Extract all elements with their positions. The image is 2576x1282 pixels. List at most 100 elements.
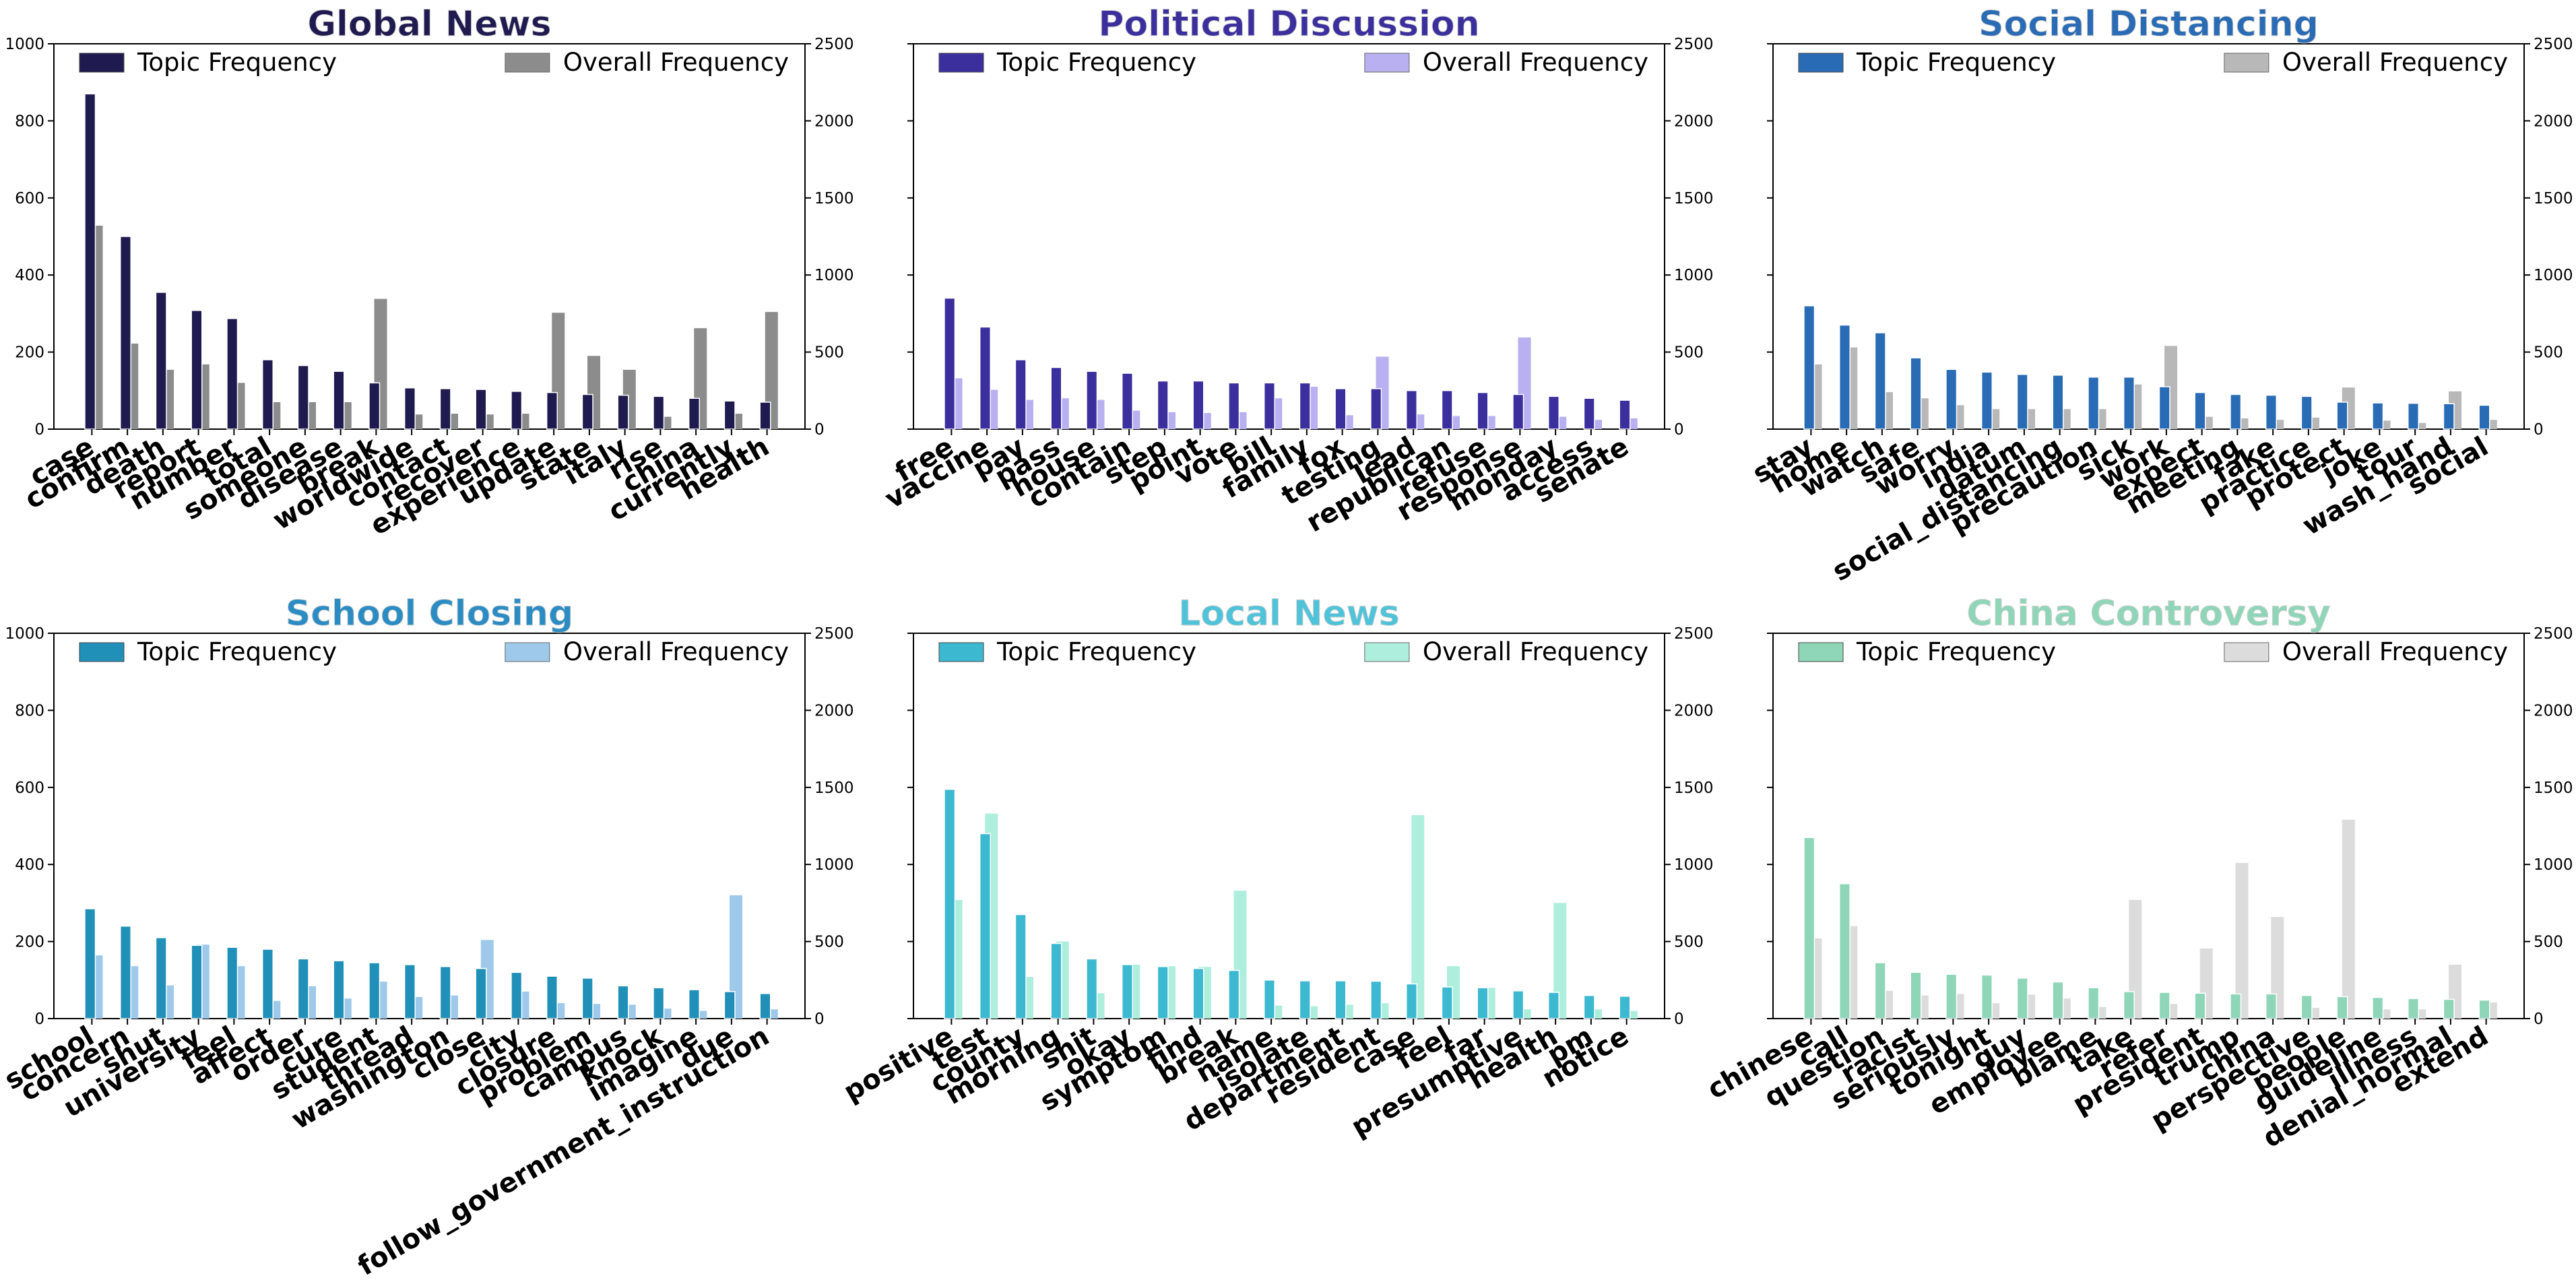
topic-frequency-bar (1370, 980, 1382, 1019)
y-right-tick-label: 0 (1674, 1011, 1684, 1028)
topic-frequency-bar (1086, 958, 1098, 1019)
y-right-tick-label: 0 (2534, 421, 2544, 439)
topic-frequency-bar (2407, 998, 2420, 1019)
chart-panel: 05001000150020002500stayhomewatchsafewor… (1747, 4, 2573, 588)
legend-swatch-topic (1798, 53, 1844, 73)
legend-label-topic: Topic Frequency (1856, 637, 2056, 666)
chart-panel: 05001000150020002500freevaccinepaypassho… (880, 4, 1714, 539)
y-right-tick-label: 0 (1674, 421, 1684, 439)
chart-panel: 0200400600800100005001000150020002500sch… (0, 594, 854, 1282)
topic-frequency-bar (2478, 404, 2490, 430)
legend-label-topic: Topic Frequency (137, 48, 337, 77)
topic-frequency-bar (1405, 983, 1418, 1019)
topic-frequency-bar (1015, 914, 1027, 1019)
overall-frequency-bar (730, 895, 743, 1019)
topic-frequency-bar (475, 967, 487, 1019)
y-right-tick-label: 500 (2534, 934, 2563, 951)
topic-frequency-bar (84, 93, 96, 430)
chart-title: Global News (307, 4, 551, 44)
chart-title: Political Discussion (1098, 4, 1479, 44)
y-right-tick-label: 2000 (2534, 702, 2573, 719)
topic-frequency-bar (1441, 390, 1453, 430)
y-right-tick-label: 1500 (1674, 190, 1714, 207)
legend-swatch-overall (505, 53, 550, 73)
y-right-tick-label: 1000 (1674, 267, 1714, 284)
topic-frequency-bar (1477, 987, 1489, 1019)
topic-frequency-bar (2265, 993, 2278, 1019)
topic-frequency-bar (404, 387, 416, 430)
topic-frequency-bar (119, 925, 132, 1019)
topic-frequency-bar (653, 395, 665, 430)
topic-frequency-bar (581, 393, 593, 430)
topic-frequency-bar (511, 971, 523, 1019)
topic-frequency-bar (2478, 999, 2490, 1019)
legend-swatch-topic (1798, 642, 1844, 662)
topic-frequency-bar (1157, 380, 1169, 430)
topic-frequency-bar (226, 947, 238, 1019)
topic-frequency-bar (1547, 992, 1560, 1019)
chart-panel: 05001000150020002500positivetestcountymo… (839, 594, 1714, 1143)
topic-frequency-bar (723, 400, 736, 430)
topic-frequency-bar (1910, 357, 1922, 430)
topic-frequency-bar (2088, 377, 2100, 430)
topic-frequency-bar (191, 310, 203, 430)
topic-frequency-bar (2372, 402, 2384, 430)
overall-frequency-bar (694, 1011, 707, 1019)
topic-frequency-bar (723, 991, 736, 1019)
topic-frequency-bar (1874, 962, 1886, 1019)
topic-frequency-bar (1838, 883, 1851, 1019)
topic-frequency-bar (1228, 969, 1240, 1019)
topic-frequency-bar (1405, 390, 1418, 430)
y-right-tick-label: 1500 (2534, 190, 2573, 207)
topic-frequency-bar (1370, 388, 1382, 430)
topic-frequency-bar (2052, 981, 2064, 1019)
y-right-tick-label: 2500 (1674, 625, 1714, 643)
topic-frequency-bar (1121, 373, 1134, 430)
topic-frequency-bar (617, 394, 629, 430)
topic-frequency-bar (2407, 402, 2420, 430)
y-right-tick-label: 2000 (2534, 113, 2573, 130)
topic-frequency-bar (2016, 374, 2028, 430)
topic-frequency-bar (2443, 998, 2455, 1019)
y-left-tick-label: 600 (15, 190, 44, 207)
plot-frame (913, 633, 1665, 1019)
y-left-tick-label: 0 (34, 421, 44, 439)
legend-swatch-overall (1364, 53, 1410, 73)
legend-label-overall: Overall Frequency (2282, 48, 2508, 77)
topic-frequency-bar (1441, 986, 1453, 1019)
topic-frequency-bar (2123, 377, 2135, 430)
y-right-tick-label: 2500 (814, 625, 854, 643)
y-right-tick-label: 0 (814, 421, 825, 439)
topic-frequency-bar (2300, 395, 2313, 430)
y-right-tick-label: 2500 (1674, 36, 1714, 53)
topic-frequency-bar (368, 962, 381, 1019)
topic-frequency-bar (1945, 973, 1958, 1019)
topic-frequency-bar (2158, 386, 2170, 430)
topic-frequency-bar (1121, 964, 1134, 1019)
topic-frequency-bar (688, 989, 701, 1019)
y-left-tick-label: 1000 (5, 36, 44, 53)
legend-swatch-topic (79, 642, 125, 662)
y-right-tick-label: 1500 (814, 190, 854, 207)
y-right-tick-label: 2000 (1674, 702, 1714, 719)
topic-frequency-bar (1583, 397, 1595, 430)
y-right-tick-label: 1000 (2534, 267, 2573, 284)
topic-frequency-bar (1981, 974, 1993, 1019)
topic-frequency-bar (2052, 375, 2064, 430)
legend-swatch-topic (79, 53, 125, 73)
topic-frequency-bar (1512, 393, 1524, 430)
topic-frequency-bar (2372, 996, 2384, 1019)
y-right-tick-label: 0 (814, 1011, 825, 1028)
y-right-tick-label: 500 (1674, 344, 1704, 362)
overall-frequency-bar (2235, 862, 2249, 1019)
plot-frame (53, 43, 806, 430)
y-right-tick-label: 1000 (2534, 856, 2573, 874)
topic-frequency-bar (759, 993, 771, 1019)
topic-frequency-bar (475, 389, 487, 430)
y-right-tick-label: 2000 (1674, 113, 1714, 130)
overall-frequency-bar (1553, 903, 1567, 1019)
topic-frequency-bar (1838, 324, 1851, 430)
topic-frequency-bar (297, 958, 309, 1019)
legend-label-overall: Overall Frequency (2282, 637, 2508, 666)
plot-frame (913, 43, 1665, 430)
